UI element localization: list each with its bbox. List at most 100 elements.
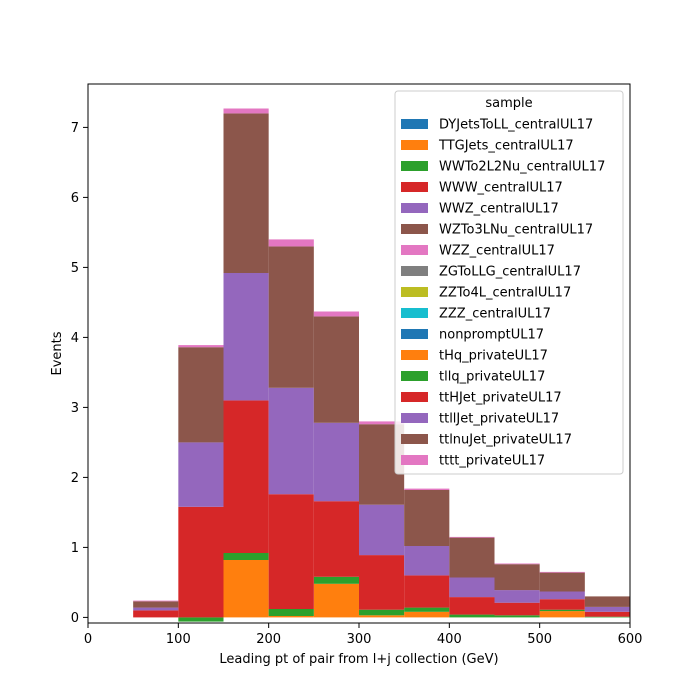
legend-swatch — [401, 140, 428, 150]
legend-items: DYJetsToLL_centralUL17 TTGJets_centralUL1… — [401, 118, 605, 469]
legend-swatch — [401, 308, 428, 318]
bar-segment-6-8 — [494, 563, 540, 565]
bar-segment-1-6 — [404, 611, 450, 618]
x-axis-title: Leading pt of pair from l+j collection (… — [219, 652, 498, 667]
bar-segment-4-6 — [404, 546, 450, 576]
x-tick-label: 500 — [527, 632, 552, 647]
x-tick-label: 200 — [256, 632, 281, 647]
bar-segment-4-0 — [133, 607, 179, 611]
legend-label: tllq_privateUL17 — [439, 370, 545, 385]
legend-label: WWTo2L2Nu_centralUL17 — [439, 160, 605, 175]
bar-segment-1-9 — [539, 611, 585, 618]
legend-swatch — [401, 329, 428, 339]
y-tick-label: 7 — [71, 121, 79, 136]
legend: sample DYJetsToLL_centralUL17 TTGJets_cen… — [394, 90, 624, 475]
x-tick-label: 0 — [84, 632, 92, 647]
bar-segment-2-1 — [178, 617, 224, 622]
bar-segment-5-9 — [539, 572, 585, 592]
legend-label: TTGJets_centralUL17 — [438, 139, 574, 154]
bar-segment-2-8 — [494, 615, 540, 618]
bar-segment-4-7 — [449, 577, 495, 598]
y-tick-label: 0 — [71, 611, 79, 626]
bar-segment-1-5 — [359, 615, 405, 618]
bar-segment-3-8 — [494, 602, 540, 616]
x-tick-label: 400 — [437, 632, 462, 647]
y-tick-label: 4 — [71, 331, 79, 346]
bar-segment-2-4 — [313, 576, 359, 584]
legend-label: ttlnuJet_privateUL17 — [439, 433, 572, 448]
x-axis: 0 100 200 300 400 500 600 — [84, 623, 643, 647]
bar-segment-6-4 — [313, 311, 359, 317]
bar-segment-3-1 — [178, 506, 224, 618]
bar-segment-1-3 — [268, 616, 314, 618]
y-tick-label: 2 — [71, 471, 79, 486]
legend-swatch — [401, 413, 428, 423]
bar-segment-4-4 — [313, 422, 359, 502]
bar-segment-2-7 — [449, 614, 495, 618]
legend-swatch — [401, 455, 428, 465]
legend-swatch — [401, 161, 428, 171]
bar-segment-3-6 — [404, 575, 450, 608]
bar-segment-2-9 — [539, 609, 585, 612]
y-tick-label: 5 — [71, 261, 79, 276]
legend-label: ZZTo4L_centralUL17 — [439, 286, 571, 301]
legend-swatch — [401, 182, 428, 192]
bar-segment-5-7 — [449, 537, 495, 578]
bar-segment-1-4 — [313, 583, 359, 618]
bar-segment-6-0 — [133, 600, 179, 602]
bar-segment-3-0 — [133, 610, 179, 618]
x-tick-label: 300 — [347, 632, 372, 647]
bar-segment-5-2 — [223, 113, 269, 274]
bar-segment-2-2 — [223, 553, 269, 560]
bar-segment-5-0 — [133, 601, 179, 608]
x-tick-label: 100 — [166, 632, 191, 647]
bar-segment-3-9 — [539, 599, 585, 610]
legend-box — [394, 90, 624, 475]
legend-label: WWW_centralUL17 — [439, 181, 563, 196]
y-tick-label: 1 — [71, 541, 79, 556]
bar-segment-6-7 — [449, 536, 495, 538]
bar-segment-3-10 — [584, 611, 630, 617]
bar-segment-3-4 — [313, 501, 359, 577]
legend-swatch — [401, 392, 428, 402]
legend-label: ZZZ_centralUL17 — [439, 307, 551, 322]
legend-label: ttllJet_privateUL17 — [439, 412, 559, 427]
bar-segment-4-9 — [539, 591, 585, 600]
legend-swatch — [401, 245, 428, 255]
legend-swatch — [401, 287, 428, 297]
bar-segment-6-5 — [359, 421, 405, 425]
legend-swatch — [401, 224, 428, 234]
bar-segment-5-10 — [584, 596, 630, 607]
legend-swatch — [401, 371, 428, 381]
legend-label: WZTo3LNu_centralUL17 — [439, 223, 593, 238]
bar-segment-2-6 — [404, 607, 450, 612]
bar-segment-5-4 — [313, 316, 359, 423]
legend-label: ZGToLLG_centralUL17 — [439, 265, 581, 280]
legend-label: ttHJet_privateUL17 — [439, 391, 562, 406]
legend-label: WZZ_centralUL17 — [439, 244, 555, 259]
bar-segment-4-5 — [359, 504, 405, 556]
bar-segment-1-2 — [223, 560, 269, 618]
legend-swatch — [401, 266, 428, 276]
legend-label: WWZ_centralUL17 — [439, 202, 559, 217]
x-tick-label: 600 — [618, 632, 643, 647]
bar-segment-2-5 — [359, 609, 405, 616]
bar-segment-6-3 — [268, 239, 314, 247]
bar-segment-6-9 — [539, 571, 585, 573]
bar-segment-6-2 — [223, 108, 269, 114]
bar-segment-2-10 — [584, 616, 630, 618]
bar-segment-4-8 — [494, 590, 540, 603]
bar-segment-6-1 — [178, 345, 224, 348]
legend-label: nonpromptUL17 — [439, 328, 544, 343]
bar-segment-5-1 — [178, 347, 224, 443]
bar-segment-5-6 — [404, 490, 450, 546]
bar-segment-4-2 — [223, 273, 269, 401]
bar-segment-3-5 — [359, 555, 405, 610]
legend-label: tttt_privateUL17 — [439, 454, 545, 469]
legend-label: tHq_privateUL17 — [439, 349, 548, 364]
bars-group — [133, 108, 630, 622]
legend-title: sample — [485, 96, 532, 111]
legend-label: DYJetsToLL_centralUL17 — [439, 118, 593, 133]
y-axis-title: Events — [50, 331, 65, 375]
